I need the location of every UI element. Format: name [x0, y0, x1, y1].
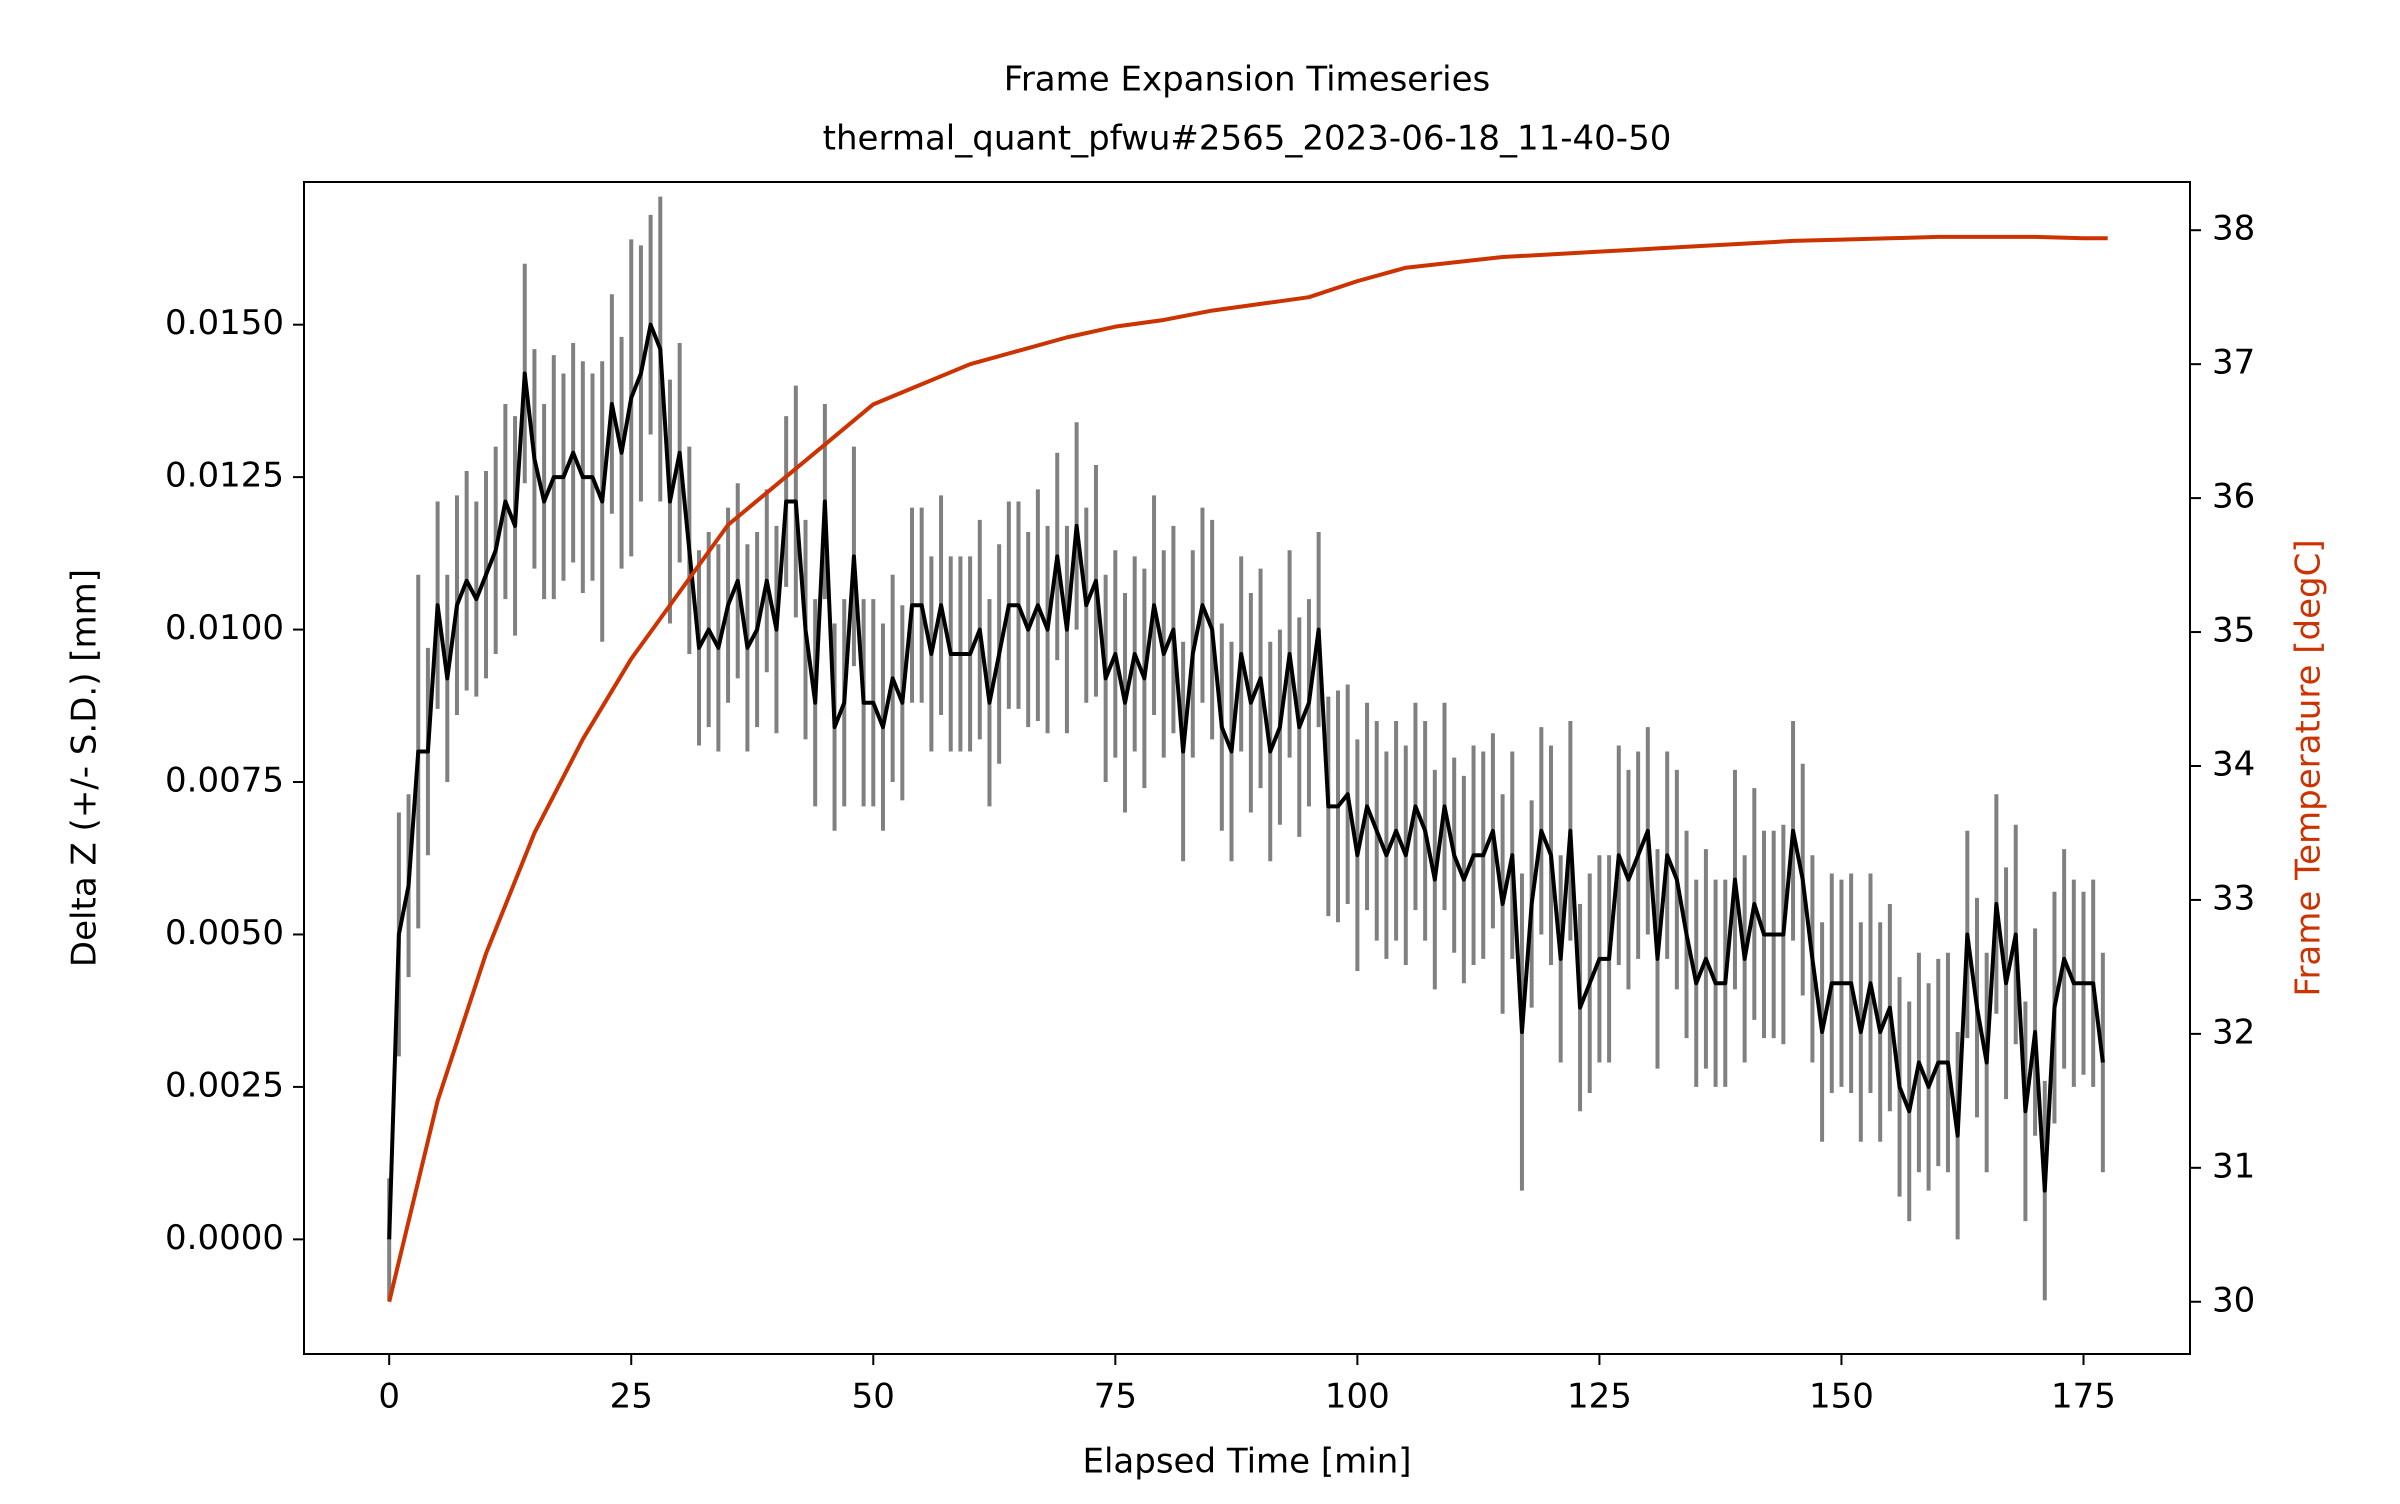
y2-tick-label: 32 [2212, 1012, 2255, 1052]
y-tick-label: 0.0075 [165, 761, 284, 801]
data-line [387, 322, 2105, 1240]
y-tick-label: 0.0050 [165, 913, 284, 953]
x-tick-label: 0 [378, 1377, 400, 1417]
y2-tick-label: 33 [2212, 878, 2255, 918]
y-tick-label: 0.0150 [165, 303, 284, 343]
y2-tick-label: 36 [2212, 477, 2255, 517]
y2-tick-label: 35 [2212, 611, 2255, 651]
y-axis-label: Delta Z (+/- S.D.) [mm] [65, 569, 105, 967]
y2-tick-label: 38 [2212, 209, 2255, 249]
y2-axis-label: Frame Temperature [degC] [2289, 539, 2329, 996]
data-line [387, 234, 2108, 1303]
y2-tick-label: 37 [2212, 343, 2255, 383]
y2-tick-label: 34 [2212, 744, 2255, 784]
y-tick-label: 0.0100 [165, 608, 284, 648]
x-axis-label: Elapsed Time [min] [1082, 1442, 1411, 1482]
x-tick-label: 75 [1094, 1377, 1137, 1417]
x-tick-label: 125 [1567, 1377, 1632, 1417]
x-tick-label: 25 [610, 1377, 653, 1417]
y-tick-label: 0.0025 [165, 1065, 284, 1105]
y-tick-label: 0.0125 [165, 456, 284, 496]
y-tick-label: 0.0000 [165, 1218, 284, 1258]
x-tick-label: 175 [2051, 1377, 2116, 1417]
y2-tick-label: 31 [2212, 1146, 2255, 1186]
plot-frame [303, 181, 2191, 1355]
chart-title: Frame Expansion Timeseries [1004, 60, 1491, 100]
x-tick-label: 50 [852, 1377, 895, 1417]
x-tick-label: 100 [1325, 1377, 1390, 1417]
chart-subtitle: thermal_quant_pfwu#2565_2023-06-18_11-40… [823, 119, 1672, 159]
y2-tick-label: 30 [2212, 1280, 2255, 1320]
x-tick-label: 150 [1809, 1377, 1874, 1417]
